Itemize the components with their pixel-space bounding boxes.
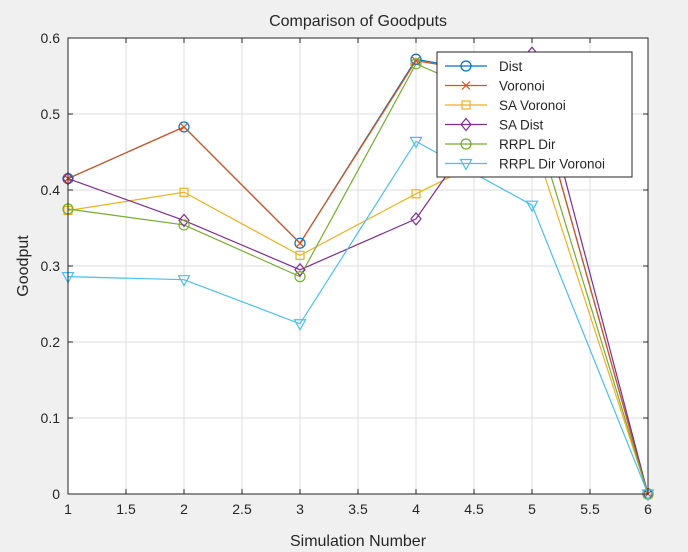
legend-label-voronoi: Voronoi: [499, 79, 545, 94]
marker-stroke: [411, 56, 421, 66]
data-point-dist: [294, 237, 306, 249]
x-tick-label: 4: [412, 501, 420, 517]
y-axis-label: Goodput: [15, 235, 32, 297]
legend-marker-dist: [460, 60, 472, 72]
series-line-rrpl-dir-voronoi: [67, 140, 649, 495]
axis-ticks: 1 1.5 2 2.5 3 3.5 4 4.5 5 5.5 6 0 0.1 0.2 0.3 0.4 0.5 0.6: [41, 30, 653, 517]
data-point-rrpl-dir: [178, 219, 190, 231]
legend-marker-voronoi: [461, 81, 471, 90]
legend-marker-rrpl-dir: [460, 138, 472, 150]
marker-stroke: [179, 122, 189, 132]
data-point-rrpl-dir-voronoi: [293, 319, 307, 332]
x-tick-label: 1: [64, 501, 72, 517]
data-point-voronoi: [179, 122, 189, 132]
marker-stroke: [295, 238, 305, 248]
x-tick-label: 5: [528, 501, 536, 517]
x-tick-label: 4.5: [464, 501, 484, 517]
legend-label-dist: Dist: [499, 59, 522, 74]
data-point-rrpl-dir-voronoi: [409, 136, 423, 149]
legend: Dist Voronoi SA Voronoi SA Dist RRPL Dir RRPL…: [436, 51, 633, 178]
x-tick-label: 3.5: [348, 501, 368, 517]
legend-marker-rrpl-dir-voronoi: [459, 158, 473, 171]
data-point-rrpl-dir: [410, 58, 422, 70]
data-point-rrpl-dir-voronoi: [525, 200, 539, 213]
series-line-sa-voronoi: [67, 135, 649, 495]
x-tick-label: 5.5: [580, 501, 600, 517]
x-tick-label: 6: [644, 501, 652, 517]
data-point-dist: [178, 121, 190, 133]
data-point-sa-dist: [410, 211, 422, 226]
legend-marker-sa-voronoi: [461, 100, 471, 110]
y-tick-label: 0.4: [41, 182, 61, 198]
y-tick-label: 0.6: [41, 30, 61, 46]
data-point-sa-voronoi: [295, 250, 305, 260]
legend-label-rrpl-dir: RRPL Dir: [499, 137, 556, 152]
data-point-sa-dist: [178, 213, 190, 228]
data-point-sa-dist: [294, 262, 306, 277]
y-tick-label: 0.2: [41, 334, 61, 350]
x-axis-label: Simulation Number: [290, 533, 427, 550]
x-tick-label: 2.5: [232, 501, 252, 517]
data-point-voronoi: [295, 238, 305, 248]
x-tick-label: 2: [180, 501, 188, 517]
x-tick-label: 3: [296, 501, 304, 517]
data-point-voronoi: [411, 56, 421, 66]
data-point-rrpl-dir: [294, 271, 306, 283]
y-tick-label: 0.3: [41, 258, 61, 274]
legend-label-sa-dist: SA Dist: [499, 118, 544, 133]
chart-title: Comparison of Goodputs: [269, 13, 447, 30]
data-point-rrpl-dir-voronoi: [177, 275, 191, 287]
data-point-sa-voronoi: [179, 187, 189, 197]
legend-box: [436, 51, 633, 178]
legend-label-sa-voronoi: SA Voronoi: [499, 98, 566, 113]
legend-label-rrpl-dir-voronoi: RRPL Dir Voronoi: [499, 157, 605, 172]
data-point-sa-voronoi: [411, 189, 421, 199]
x-tick-label: 1.5: [116, 501, 136, 517]
marker-stroke: [461, 81, 471, 90]
y-tick-label: 0.5: [41, 106, 61, 122]
legend-marker-sa-dist: [460, 117, 472, 132]
y-tick-label: 0: [52, 486, 60, 502]
data-point-dist: [410, 53, 422, 65]
y-tick-label: 0.1: [41, 410, 61, 426]
